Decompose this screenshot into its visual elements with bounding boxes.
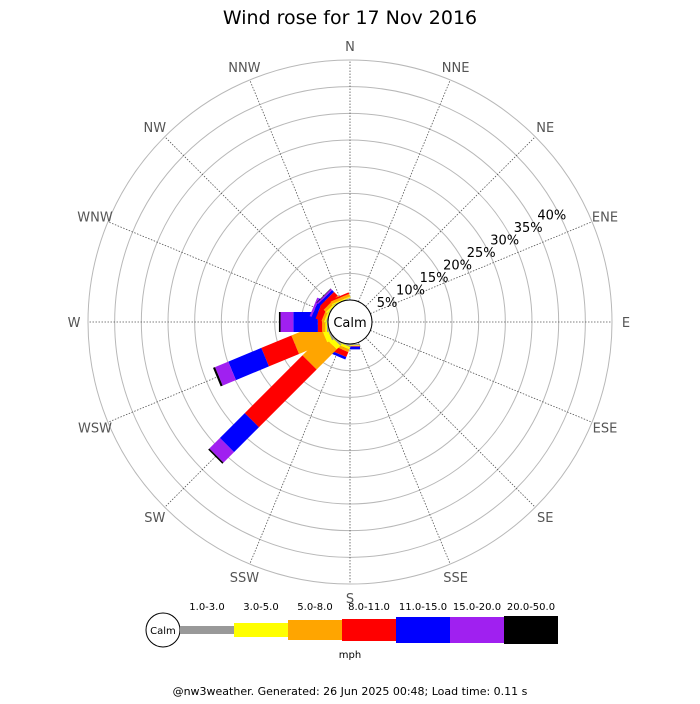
radial-tick-label: 35%	[514, 221, 543, 236]
footer-text: @nw3weather. Generated: 26 Jun 2025 00:4…	[173, 685, 528, 698]
legend-calm-label: Calm	[150, 626, 176, 637]
legend-bin-label: 5.0-8.0	[297, 602, 332, 613]
direction-label-s: S	[346, 592, 354, 607]
direction-label-nne: NNE	[442, 61, 470, 76]
legend-swatch-1	[234, 623, 288, 637]
bar-segment-wsw-3	[261, 335, 300, 367]
bar-segment-nnw-1	[331, 296, 351, 306]
direction-label-nw: NW	[144, 121, 167, 136]
calm-center: Calm	[327, 299, 373, 345]
radial-tick-label: 5%	[377, 296, 398, 311]
bar-segment-sw-6	[208, 448, 224, 464]
grid-spoke	[249, 342, 342, 565]
direction-label-sse: SSE	[443, 571, 468, 586]
grid-spoke	[164, 136, 335, 307]
legend-swatch-6	[504, 616, 558, 644]
bar-segment-wsw-4	[228, 347, 269, 381]
legend-swatch-3	[342, 619, 396, 641]
wind-bars	[208, 288, 360, 464]
bar-segment-nw-5	[316, 288, 333, 305]
grid-spoke	[370, 330, 593, 423]
bar-segment-sw-5	[209, 437, 235, 463]
bar-segment-w-5	[280, 312, 294, 332]
legend-unit-label: mph	[339, 650, 361, 661]
legend-bin-label: 3.0-5.0	[243, 602, 278, 613]
legend-swatch-0	[180, 626, 234, 634]
direction-label-wnw: WNW	[77, 210, 113, 225]
grid-spoke	[358, 342, 451, 565]
direction-label-ene: ENE	[592, 210, 618, 225]
grid-spoke	[107, 221, 330, 314]
grid-spoke	[365, 136, 536, 307]
calm-circle	[327, 299, 373, 345]
legend-bin-label: 20.0-50.0	[507, 602, 555, 613]
grid-spoke	[370, 221, 593, 314]
bar-segment-nnw-2	[330, 293, 351, 305]
grid-spoke	[249, 79, 342, 302]
direction-label-ssw: SSW	[230, 571, 260, 586]
radial-tick-labels: 5%10%15%20%25%30%35%40%	[377, 209, 567, 312]
direction-label-ne: NE	[536, 121, 554, 136]
grid-ring	[87, 59, 613, 585]
radial-tick-label: 30%	[490, 234, 519, 249]
direction-label-n: N	[345, 40, 355, 55]
legend-swatch-2	[288, 620, 342, 640]
radial-tick-label: 40%	[537, 209, 566, 224]
direction-label-e: E	[622, 316, 630, 331]
direction-label-ese: ESE	[593, 422, 618, 437]
direction-label-w: W	[68, 316, 81, 331]
bar-segment-nw-6	[316, 288, 331, 303]
legend-swatch-5	[450, 617, 504, 643]
grid-spoke	[365, 337, 536, 508]
bar-segment-sw-3	[244, 355, 317, 428]
polar-grid	[87, 59, 613, 585]
bar-segment-wsw-5	[214, 361, 236, 386]
legend-bin-label: 8.0-11.0	[348, 602, 390, 613]
direction-label-se: SE	[537, 511, 553, 526]
radial-tick-label: 25%	[467, 246, 496, 261]
legend-bin-label: 1.0-3.0	[189, 602, 224, 613]
legend-bin-label: 15.0-20.0	[453, 602, 501, 613]
legend-bin-label: 11.0-15.0	[399, 602, 447, 613]
bar-segment-sw-4	[219, 413, 259, 453]
bar-segment-nw-3	[319, 291, 338, 310]
bar-segment-nnw-3	[330, 292, 350, 302]
speed-legend: Calm 1.0-3.0 3.0-5.0 5.0-8.0 8.0-11.0 11.0-15…	[145, 602, 558, 661]
grid-ring	[274, 246, 426, 398]
bar-segment-nw-4	[317, 289, 334, 306]
radial-tick-label: 20%	[443, 259, 472, 274]
radial-tick-label: 15%	[420, 271, 449, 286]
chart-title: Wind rose for 17 Nov 2016	[223, 7, 477, 29]
bar-segment-w-4	[293, 312, 318, 332]
grid-ring	[220, 192, 480, 452]
radial-tick-label: 10%	[396, 284, 425, 299]
bar-segment-sw-2	[302, 335, 337, 370]
bar-segment-w-6	[278, 312, 281, 332]
direction-labels: N NNE NE ENE E ESE SE SSE S SSW SW WSW W WNW NW NNW	[68, 40, 631, 607]
grid-ring	[247, 219, 453, 425]
grid-spoke	[358, 79, 451, 302]
direction-label-sw: SW	[144, 511, 165, 526]
direction-label-nnw: NNW	[228, 61, 260, 76]
legend-swatch-4	[396, 617, 450, 643]
bar-segment-wsw-6	[213, 367, 223, 387]
calm-label: Calm	[333, 316, 366, 331]
direction-label-wsw: WSW	[78, 422, 112, 437]
